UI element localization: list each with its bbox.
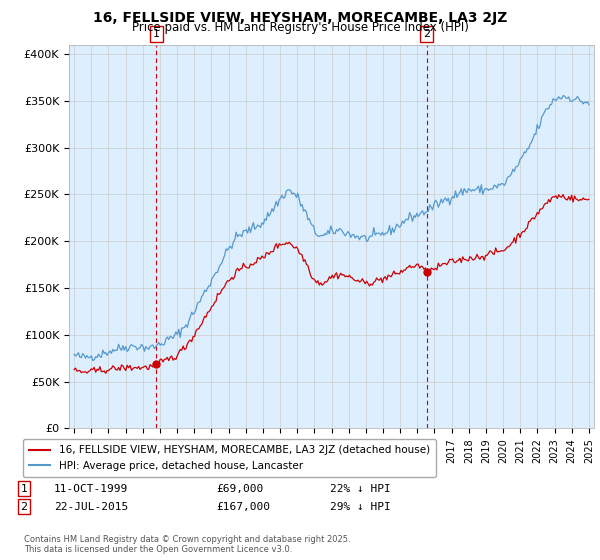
Text: 2: 2: [20, 502, 28, 512]
Text: 22-JUL-2015: 22-JUL-2015: [54, 502, 128, 512]
Text: Price paid vs. HM Land Registry's House Price Index (HPI): Price paid vs. HM Land Registry's House …: [131, 21, 469, 34]
Legend: 16, FELLSIDE VIEW, HEYSHAM, MORECAMBE, LA3 2JZ (detached house), HPI: Average pr: 16, FELLSIDE VIEW, HEYSHAM, MORECAMBE, L…: [23, 439, 436, 477]
Text: 16, FELLSIDE VIEW, HEYSHAM, MORECAMBE, LA3 2JZ: 16, FELLSIDE VIEW, HEYSHAM, MORECAMBE, L…: [93, 11, 507, 25]
Text: £69,000: £69,000: [216, 484, 263, 494]
Text: 1: 1: [153, 29, 160, 39]
Text: Contains HM Land Registry data © Crown copyright and database right 2025.
This d: Contains HM Land Registry data © Crown c…: [24, 535, 350, 554]
Text: 22% ↓ HPI: 22% ↓ HPI: [330, 484, 391, 494]
Text: 1: 1: [20, 484, 28, 494]
Text: 29% ↓ HPI: 29% ↓ HPI: [330, 502, 391, 512]
Text: 11-OCT-1999: 11-OCT-1999: [54, 484, 128, 494]
Text: 2: 2: [423, 29, 430, 39]
Text: £167,000: £167,000: [216, 502, 270, 512]
